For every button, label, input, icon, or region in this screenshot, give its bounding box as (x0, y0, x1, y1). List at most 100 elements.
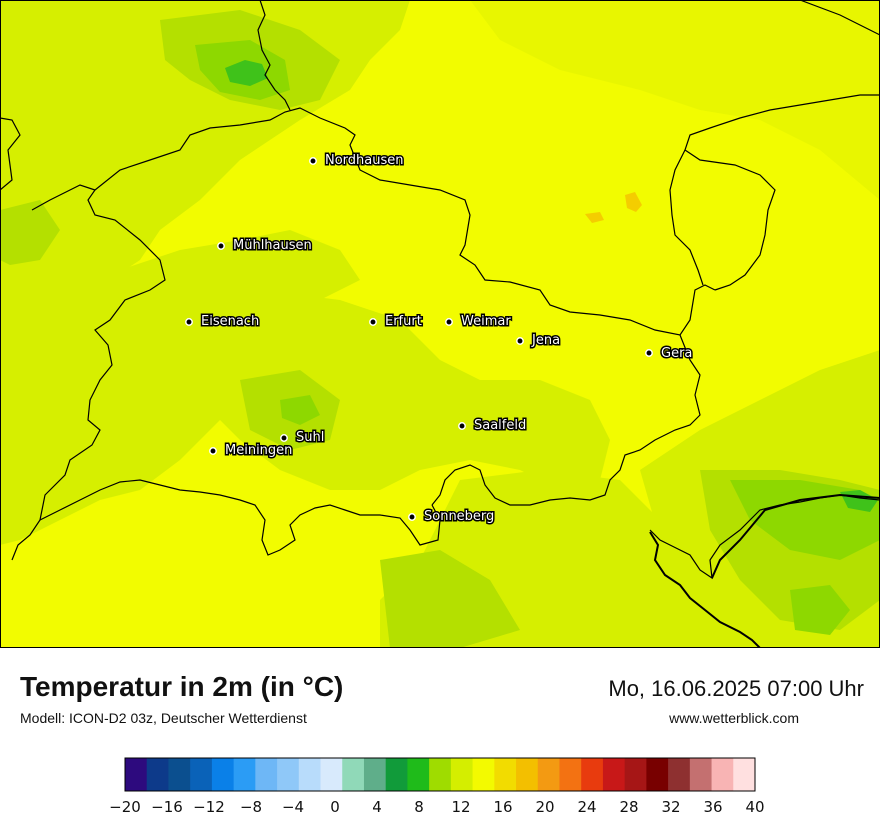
border-east-2 (684, 94, 880, 291)
city-label-nordhausen: Nordhausen (325, 153, 404, 168)
border-czech-2 (711, 493, 880, 579)
legend-tick-label: 24 (577, 798, 596, 816)
city-label-weimar: Weimar (461, 314, 511, 329)
legend-svg: −20 −16 −12 −8 −4 0 4 8 12 16 20 24 28 32 36 40 (109, 757, 765, 816)
city-label-muehlhausen: Mühlhausen (233, 238, 312, 253)
field-patch-dark-3 (380, 550, 520, 648)
legend-swatch (429, 758, 452, 791)
field-patch-green-2 (730, 480, 880, 560)
city-label-eisenach: Eisenach (201, 314, 259, 329)
legend-tick-label: 32 (661, 798, 680, 816)
legend-swatch (385, 758, 408, 791)
legend-tick-label: 28 (619, 798, 638, 816)
legend-swatch (168, 758, 191, 791)
borders-thick (649, 493, 880, 648)
legend-tick-label: 40 (745, 798, 764, 816)
city-dot-muehlhausen (217, 242, 225, 250)
legend-swatch (559, 758, 582, 791)
legend-tick-label: −4 (282, 798, 304, 816)
legend-swatch (450, 758, 474, 791)
city-dot-meiningen (209, 447, 217, 455)
city-label-gera: Gera (661, 346, 692, 361)
legend-tick-label: −20 (109, 798, 141, 816)
border-south (39, 479, 441, 556)
border-east-3 (669, 149, 704, 286)
model-source: Modell: ICON-D2 03z, Deutscher Wetterdie… (20, 710, 307, 726)
field-patch-orange-1 (625, 192, 642, 212)
legend-swatch (537, 758, 560, 791)
legend-swatch (581, 758, 604, 791)
border-thuringia-north (0, 117, 21, 191)
legend-tick-label: −16 (151, 798, 183, 816)
forecast-datetime: Mo, 16.06.2025 07:00 Uhr (608, 676, 864, 701)
legend-swatch (298, 758, 322, 791)
legend-frame (124, 757, 756, 792)
border-north-ridge (94, 107, 716, 336)
field-patch-ne (470, 0, 880, 200)
field-patch-dark-5 (0, 200, 60, 265)
temperature-map: Nordhausen Mühlhausen Eisenach Erfurt We… (0, 0, 880, 648)
city-dot-weimar (445, 318, 453, 326)
legend-swatch (363, 758, 387, 791)
website-link[interactable]: www.wetterblick.com (669, 710, 799, 726)
legend-ticks: −20 −16 −12 −8 −4 0 4 8 12 16 20 24 28 32 36 40 (109, 798, 764, 816)
city-dot-erfurt (369, 318, 377, 326)
city-dot-sonneberg (408, 513, 416, 521)
legend-swatch (255, 758, 278, 791)
field-patch-orange-2 (585, 212, 604, 223)
city-dot-eisenach (185, 318, 193, 326)
legend-swatch (668, 758, 691, 791)
legend-swatch (472, 758, 495, 791)
map-svg: Nordhausen Mühlhausen Eisenach Erfurt We… (0, 0, 880, 648)
city-label-erfurt: Erfurt (385, 314, 422, 329)
legend-swatch (320, 758, 343, 791)
border-czech (649, 531, 761, 648)
legend-tick-label: 20 (535, 798, 554, 816)
legend-swatch (624, 758, 647, 791)
city-label-jena: Jena (531, 333, 560, 348)
city-dot-gera (645, 349, 653, 357)
legend-swatch (125, 758, 148, 791)
legend-tick-label: 16 (493, 798, 512, 816)
map-title: Temperatur in 2m (in °C) (20, 671, 344, 702)
legend-tick-label: 4 (372, 798, 382, 816)
borders (0, 0, 880, 580)
legend-swatch (211, 758, 235, 791)
border-west-loop (257, 0, 291, 111)
legend-swatch (733, 758, 756, 791)
city-dot-saalfeld (458, 422, 466, 430)
legend-swatch (233, 758, 256, 791)
legend-swatch (516, 758, 539, 791)
field-patch-green-4 (280, 395, 320, 425)
city-layer: Nordhausen Mühlhausen Eisenach Erfurt We… (185, 152, 694, 526)
legend-swatch (407, 758, 430, 791)
legend-swatch (494, 758, 517, 791)
field-patch-green-3 (790, 585, 850, 635)
legend-tick-label: 36 (703, 798, 722, 816)
city-dot-nordhausen (309, 157, 317, 165)
legend-swatches (125, 758, 756, 791)
legend-tick-label: −8 (240, 798, 262, 816)
field-patch-dark-green-1 (225, 60, 268, 86)
legend-swatch (646, 758, 669, 791)
border-northeast (799, 0, 880, 36)
city-label-sonneberg: Sonneberg (424, 509, 494, 524)
legend-swatch (602, 758, 626, 791)
city-label-suhl: Suhl (296, 430, 324, 445)
legend-tick-label: 8 (414, 798, 424, 816)
color-legend: −20 −16 −12 −8 −4 0 4 8 12 16 20 24 28 32 36 40 (0, 750, 880, 830)
city-label-saalfeld: Saalfeld (474, 418, 526, 433)
legend-tick-label: 12 (451, 798, 470, 816)
legend-swatch (146, 758, 169, 791)
legend-swatch (277, 758, 300, 791)
legend-swatch (689, 758, 713, 791)
legend-swatch (711, 758, 734, 791)
legend-tick-label: 0 (330, 798, 340, 816)
border-main (11, 184, 166, 561)
city-dot-suhl (280, 434, 288, 442)
city-label-meiningen: Meiningen (225, 443, 292, 458)
border-east (431, 334, 701, 506)
legend-swatch (342, 758, 365, 791)
legend-tick-label: −12 (193, 798, 225, 816)
legend-swatch (190, 758, 213, 791)
